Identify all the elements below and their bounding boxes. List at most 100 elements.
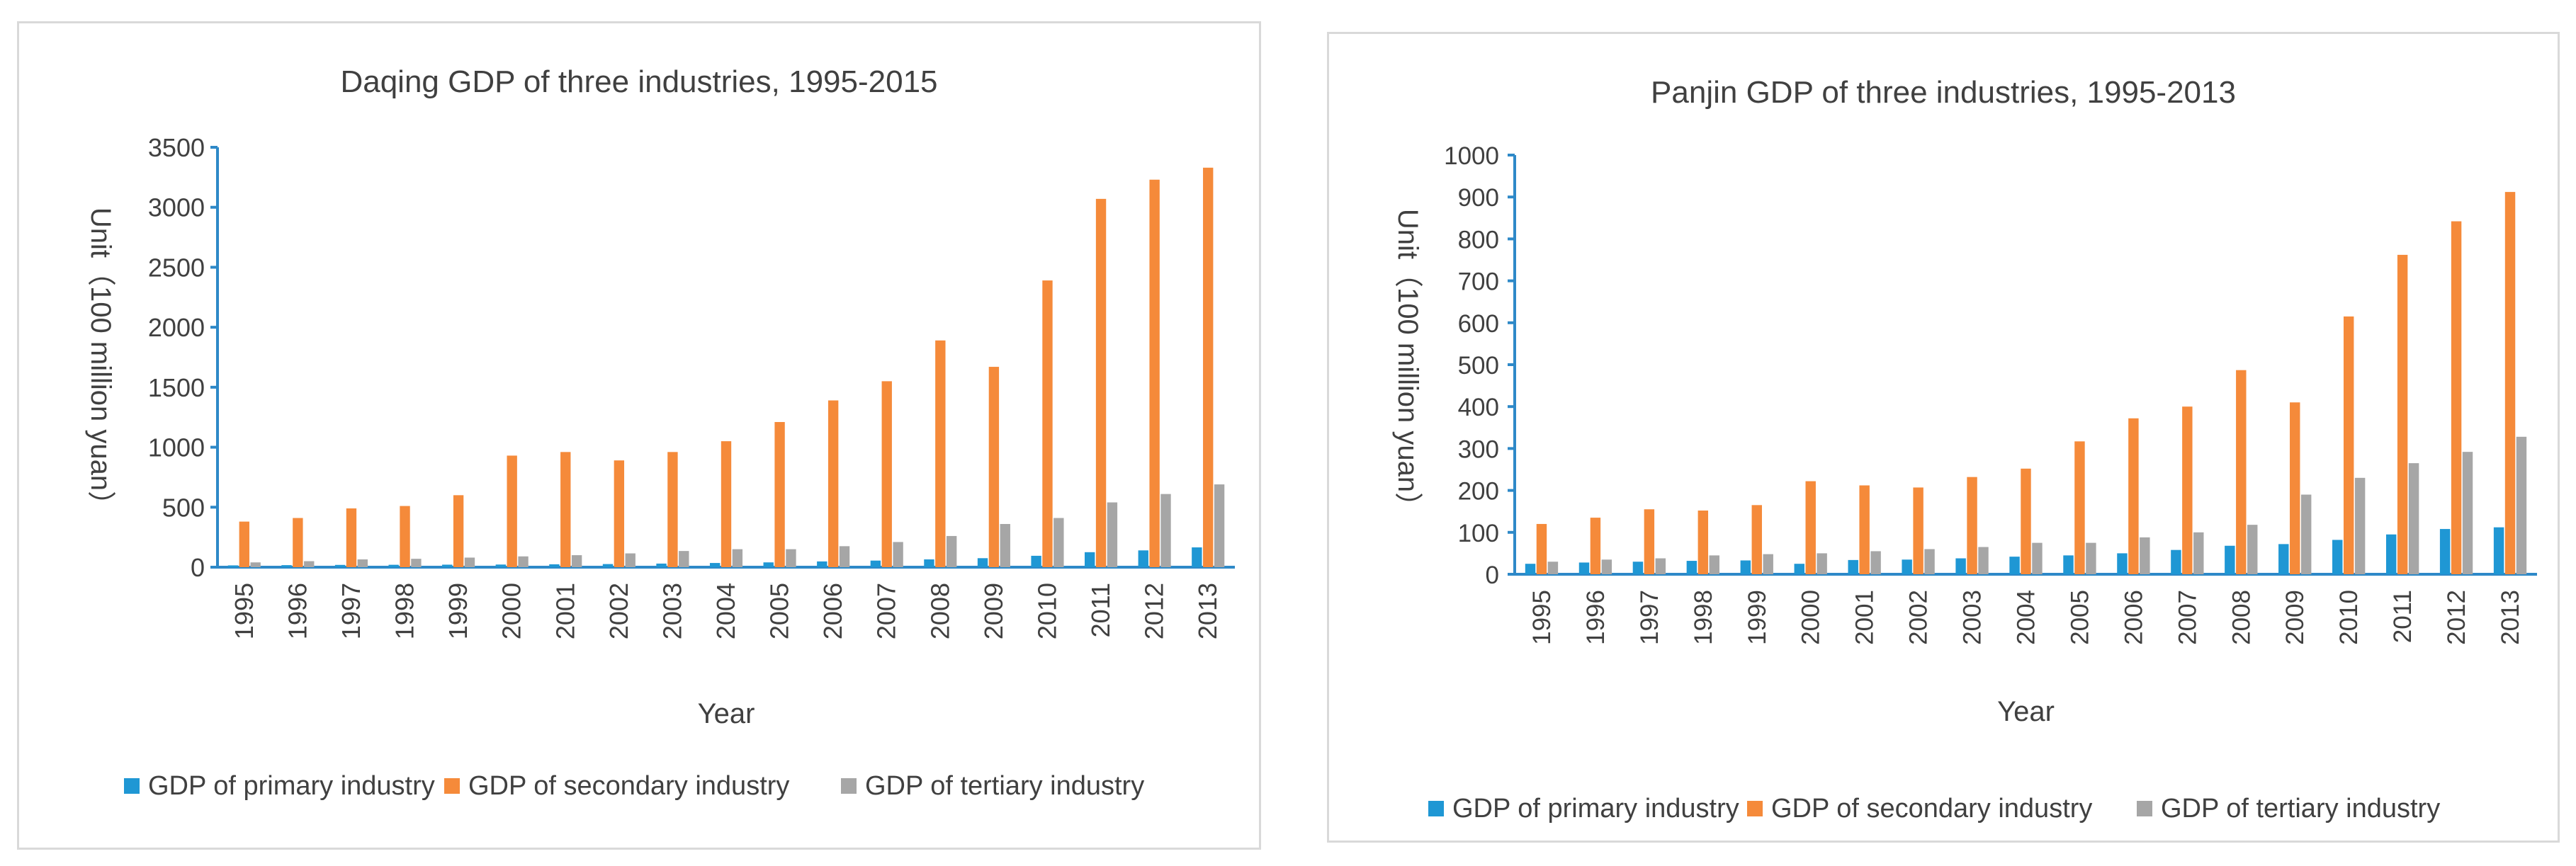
panjin-chart-panel: Panjin GDP of three industries, 1995-201… <box>1327 32 2560 843</box>
x-axis-title: Year <box>1997 696 2055 727</box>
bar-gdp-of-primary-industry-2010 <box>2332 540 2343 574</box>
bar-gdp-of-primary-industry-2008 <box>2225 545 2235 574</box>
y-tick-label: 100 <box>1458 520 1499 547</box>
bar-gdp-of-primary-industry-2012 <box>1138 550 1148 567</box>
bar-gdp-of-primary-industry-2006 <box>817 561 827 567</box>
legend-label: GDP of primary industry <box>148 771 435 801</box>
x-tick-label: 2003 <box>657 583 687 639</box>
bar-gdp-of-primary-industry-2001 <box>1848 559 1858 574</box>
y-tick-label: 400 <box>1458 394 1499 421</box>
legend-swatch <box>2137 801 2152 816</box>
bar-gdp-of-secondary-industry-1996 <box>1590 518 1601 574</box>
bar-gdp-of-secondary-industry-2000 <box>507 455 517 567</box>
bar-gdp-of-primary-industry-2008 <box>924 559 934 567</box>
legend-label: GDP of primary industry <box>1452 794 1739 824</box>
bar-gdp-of-primary-industry-2002 <box>602 564 614 567</box>
bar-gdp-of-tertiary-industry-2008 <box>2247 525 2258 574</box>
bar-gdp-of-tertiary-industry-2006 <box>839 546 850 567</box>
bar-gdp-of-secondary-industry-2012 <box>2451 221 2462 574</box>
bar-gdp-of-secondary-industry-2008 <box>935 340 946 567</box>
x-tick-label: 2009 <box>979 583 1008 639</box>
bar-gdp-of-tertiary-industry-2001 <box>1870 551 1881 574</box>
y-tick-label: 1000 <box>1444 142 1499 170</box>
daqing-chart-panel: Daqing GDP of three industries, 1995-201… <box>17 21 1261 850</box>
bar-gdp-of-secondary-industry-2005 <box>774 421 785 567</box>
y-tick-label: 2000 <box>148 313 205 342</box>
bar-gdp-of-tertiary-industry-2004 <box>2032 542 2043 574</box>
y-tick-label: 800 <box>1458 226 1499 253</box>
bar-gdp-of-secondary-industry-2003 <box>667 452 678 567</box>
y-tick-label: 2500 <box>148 253 205 282</box>
x-tick-label: 2006 <box>818 583 847 639</box>
x-tick-label: 2012 <box>2443 590 2470 645</box>
bar-gdp-of-tertiary-industry-2008 <box>947 535 957 567</box>
x-axis-title: Year <box>698 698 755 729</box>
x-tick-label: 1995 <box>230 583 259 639</box>
legend-label: GDP of tertiary industry <box>2161 794 2440 824</box>
x-tick-label: 2003 <box>1959 590 1987 645</box>
bar-gdp-of-tertiary-industry-1995 <box>250 562 261 567</box>
bar-gdp-of-secondary-industry-2005 <box>2074 441 2085 574</box>
legend-swatch <box>444 778 460 794</box>
bar-gdp-of-secondary-industry-2007 <box>881 381 892 567</box>
x-tick-label: 2012 <box>1140 583 1169 639</box>
y-tick-label: 300 <box>1458 435 1499 463</box>
bar-gdp-of-tertiary-industry-2003 <box>679 551 689 567</box>
legend-swatch <box>1428 801 1444 816</box>
x-tick-label: 2002 <box>604 583 633 639</box>
bar-gdp-of-tertiary-industry-2011 <box>2408 463 2419 574</box>
bar-gdp-of-primary-industry-2004 <box>2009 557 2020 574</box>
bar-gdp-of-primary-industry-1995 <box>227 565 239 567</box>
bar-gdp-of-primary-industry-1996 <box>281 565 292 567</box>
x-tick-label: 2005 <box>2066 590 2094 645</box>
x-tick-label: 2013 <box>2497 590 2524 645</box>
bar-gdp-of-primary-industry-2000 <box>495 564 506 567</box>
y-tick-label: 3500 <box>148 133 205 162</box>
x-tick-label: 2004 <box>2013 590 2040 645</box>
bar-gdp-of-primary-industry-2007 <box>870 560 881 567</box>
bar-gdp-of-primary-industry-1997 <box>334 564 346 567</box>
x-tick-label: 2009 <box>2281 590 2309 645</box>
bar-gdp-of-primary-industry-2013 <box>1192 547 1202 567</box>
bar-gdp-of-secondary-industry-2002 <box>614 460 625 567</box>
bar-gdp-of-tertiary-industry-2012 <box>1160 494 1171 567</box>
legend-label: GDP of secondary industry <box>468 771 789 801</box>
x-tick-label: 2013 <box>1193 583 1222 639</box>
x-tick-label: 2008 <box>925 583 954 639</box>
bar-gdp-of-tertiary-industry-1998 <box>411 559 422 567</box>
bar-gdp-of-primary-industry-2007 <box>2171 549 2181 574</box>
bar-gdp-of-primary-industry-1999 <box>1740 560 1751 574</box>
bar-gdp-of-primary-industry-2005 <box>2063 555 2074 574</box>
x-tick-label: 1996 <box>283 583 312 639</box>
chart-title: Daqing GDP of three industries, 1995-201… <box>340 64 937 99</box>
daqing-chart: Daqing GDP of three industries, 1995-201… <box>85 64 1235 801</box>
y-tick-label: 0 <box>1486 562 1499 589</box>
bar-gdp-of-tertiary-industry-2012 <box>2462 452 2473 574</box>
bar-gdp-of-secondary-industry-2012 <box>1149 179 1160 567</box>
bar-gdp-of-tertiary-industry-1997 <box>1655 558 1666 574</box>
x-tick-label: 1997 <box>1636 590 1663 645</box>
bar-gdp-of-primary-industry-2009 <box>2278 544 2289 574</box>
x-tick-label: 1998 <box>1690 590 1717 645</box>
bar-gdp-of-secondary-industry-2013 <box>1203 167 1214 567</box>
x-tick-label: 2002 <box>1905 590 1933 645</box>
bar-gdp-of-secondary-industry-1995 <box>239 521 249 567</box>
bar-gdp-of-tertiary-industry-2011 <box>1107 502 1118 567</box>
bar-gdp-of-secondary-industry-2010 <box>1042 280 1053 567</box>
bar-gdp-of-tertiary-industry-2000 <box>518 556 529 567</box>
x-tick-label: 2010 <box>1032 583 1061 639</box>
x-tick-label: 2011 <box>2389 590 2417 643</box>
x-tick-label: 2001 <box>1851 590 1879 645</box>
bar-gdp-of-primary-industry-2011 <box>1085 552 1095 567</box>
bar-gdp-of-secondary-industry-2011 <box>2397 254 2408 574</box>
y-tick-label: 900 <box>1458 184 1499 212</box>
y-tick-label: 500 <box>162 493 205 522</box>
y-tick-label: 1500 <box>148 373 205 402</box>
legend-label: GDP of secondary industry <box>1771 794 2092 824</box>
y-tick-label: 1000 <box>148 433 205 462</box>
bar-gdp-of-primary-industry-1999 <box>442 564 453 567</box>
bar-gdp-of-primary-industry-1998 <box>1686 561 1697 574</box>
bar-gdp-of-secondary-industry-2003 <box>1967 477 1977 574</box>
panjin-chart: Panjin GDP of three industries, 1995-201… <box>1392 75 2537 824</box>
bar-gdp-of-primary-industry-2004 <box>709 563 721 567</box>
